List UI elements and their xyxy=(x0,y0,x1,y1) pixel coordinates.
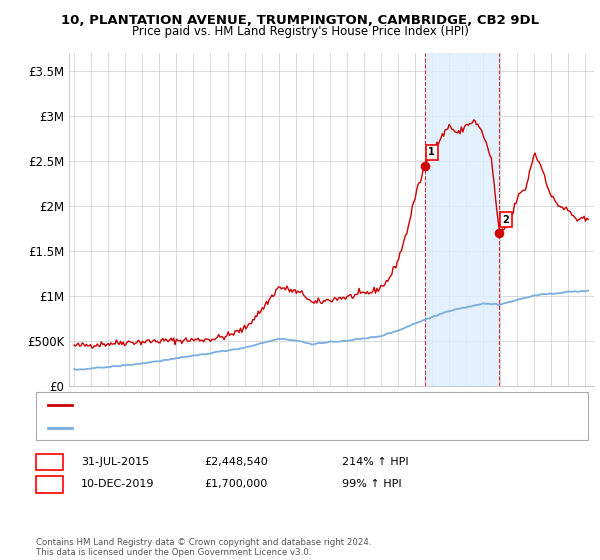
Text: 2: 2 xyxy=(503,215,509,225)
Point xyxy=(494,229,504,238)
Text: 31-JUL-2015: 31-JUL-2015 xyxy=(81,457,149,467)
Text: 10-DEC-2019: 10-DEC-2019 xyxy=(81,479,155,489)
Bar xyxy=(425,53,499,386)
Text: £1,700,000: £1,700,000 xyxy=(204,479,267,489)
Text: £2,448,540: £2,448,540 xyxy=(204,457,268,467)
Text: 214% ↑ HPI: 214% ↑ HPI xyxy=(342,457,409,467)
Text: 99% ↑ HPI: 99% ↑ HPI xyxy=(342,479,401,489)
Text: HPI: Average price, detached house, Cambridge: HPI: Average price, detached house, Camb… xyxy=(78,423,306,432)
Text: Price paid vs. HM Land Registry's House Price Index (HPI): Price paid vs. HM Land Registry's House … xyxy=(131,25,469,38)
Text: 1: 1 xyxy=(428,147,435,157)
Text: 10, PLANTATION AVENUE, TRUMPINGTON, CAMBRIDGE, CB2 9DL: 10, PLANTATION AVENUE, TRUMPINGTON, CAMB… xyxy=(61,14,539,27)
Point xyxy=(420,161,430,170)
Text: Contains HM Land Registry data © Crown copyright and database right 2024.
This d: Contains HM Land Registry data © Crown c… xyxy=(36,538,371,557)
Text: 1: 1 xyxy=(46,457,53,467)
Text: 10, PLANTATION AVENUE, TRUMPINGTON, CAMBRIDGE, CB2 9DL (detached house): 10, PLANTATION AVENUE, TRUMPINGTON, CAMB… xyxy=(78,401,468,410)
Text: 2: 2 xyxy=(46,479,53,489)
